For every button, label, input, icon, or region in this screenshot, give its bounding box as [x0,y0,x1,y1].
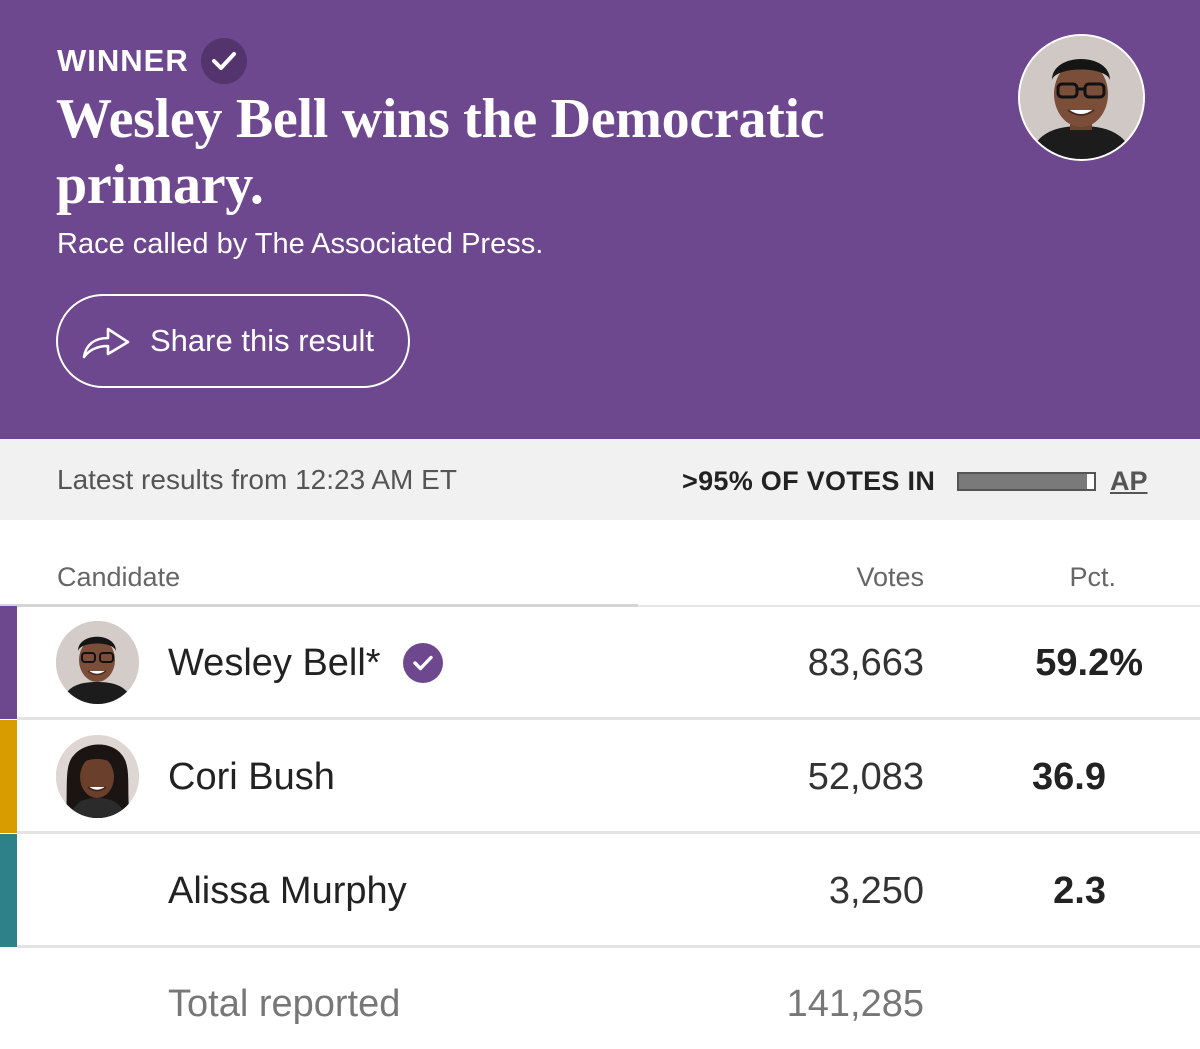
share-arrow-icon [82,327,130,359]
candidate-color-swatch [0,834,17,947]
share-result-button[interactable]: Share this result [56,294,410,388]
candidate-name-cell: Cori Bush [168,755,335,799]
column-header-votes: Votes [856,562,924,592]
candidate-pct: 59.2% [1035,642,1143,684]
table-row: Wesley Bell* 83,663 59.2% [0,606,1200,720]
candidate-votes: 3,250 [828,870,924,912]
winner-avatar [1018,34,1145,161]
votes-in-progress-fill [959,474,1088,489]
candidate-name: Alissa Murphy [168,870,407,912]
row-divider [17,831,1200,834]
candidate-color-swatch [0,720,17,833]
votes-in-label: >95% OF VOTES IN [682,466,936,496]
header-divider [638,605,1200,607]
candidate-name: Cori Bush [168,756,335,798]
race-headline: Wesley Bell wins the Democratic primary. [56,88,825,216]
results-status-bar: Latest results from 12:23 AM ET >95% OF … [0,439,1200,520]
row-divider [17,945,1200,948]
column-header-candidate: Candidate [57,562,181,592]
candidate-pct: 36.9 [1032,756,1106,798]
candidate-name: Wesley Bell* [168,642,381,684]
candidate-photo [56,621,139,704]
checkmark-icon [200,38,247,84]
winner-checkmark-icon [402,643,443,683]
winner-tag: WINNER [57,38,247,84]
race-called-note: Race called by The Associated Press. [57,228,544,260]
ap-source-link[interactable]: AP [1110,466,1148,496]
table-row: Cori Bush 52,083 36.9 [0,720,1200,834]
candidate-photo [56,735,139,818]
total-reported-label: Total reported [168,983,401,1025]
row-divider [17,717,1200,720]
share-result-label: Share this result [150,323,374,358]
candidate-votes: 83,663 [807,642,924,684]
winner-label: WINNER [57,43,189,78]
latest-results-time: Latest results from 12:23 AM ET [57,464,457,495]
candidate-votes: 52,083 [807,756,924,798]
winner-banner: WINNER Wesley Bell wins the Democratic p… [0,0,1200,439]
candidate-name-cell: Alissa Murphy [168,869,407,913]
column-header-pct: Pct. [1069,562,1116,592]
candidate-color-swatch [0,606,17,719]
candidate-pct: 2.3 [1053,870,1106,912]
table-row: Alissa Murphy 3,250 2.3 [0,834,1200,948]
header-divider [0,604,638,607]
votes-in-progress-bar [957,472,1096,491]
total-reported-votes: 141,285 [786,983,924,1025]
candidate-name-cell: Wesley Bell* [168,641,443,685]
